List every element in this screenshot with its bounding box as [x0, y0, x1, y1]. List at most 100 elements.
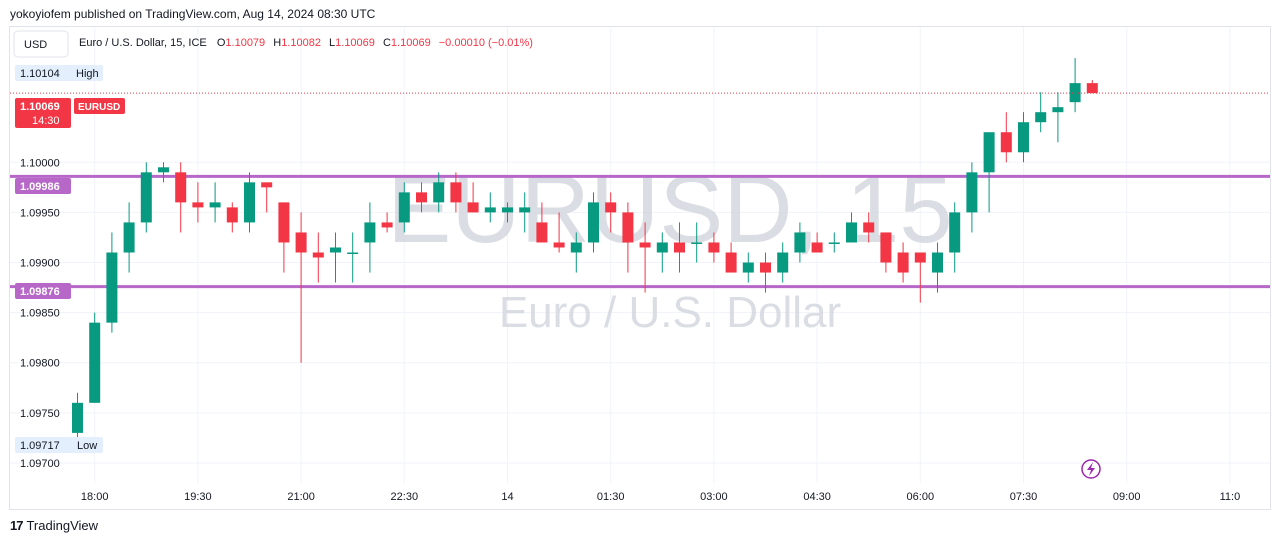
legend-o-label: O	[217, 37, 226, 49]
candle	[828, 232, 840, 253]
candle	[106, 232, 118, 333]
candle-body	[605, 202, 617, 213]
candle-body	[1035, 112, 1047, 123]
candle-body	[450, 182, 462, 203]
candle-body	[863, 222, 875, 233]
currency-label: USD	[24, 39, 47, 51]
candle	[261, 182, 273, 213]
candle-body	[966, 172, 978, 213]
candle	[1035, 92, 1047, 133]
y-tick-label: 1.09950	[20, 207, 60, 219]
candle-body	[502, 207, 513, 213]
candle-body	[140, 172, 152, 223]
candle	[312, 232, 324, 283]
footer-brand: TradingView	[26, 518, 99, 533]
high-tag: 1.10104 High	[15, 65, 103, 81]
y-tick-label: 1.09750	[20, 408, 60, 420]
legend-change: −0.00010 (−0.01%)	[439, 37, 533, 49]
published-caption: yokoyiofem published on TradingView.com,…	[10, 7, 376, 21]
candle-body	[72, 402, 83, 433]
candle	[1069, 58, 1081, 113]
candle	[226, 202, 238, 233]
candle-body	[381, 222, 393, 228]
candle-body	[725, 252, 737, 273]
candle-body	[622, 212, 634, 243]
candle-body	[226, 207, 238, 223]
candle	[725, 242, 737, 273]
candle	[123, 202, 135, 273]
candle-body	[1069, 83, 1081, 103]
candle-body	[312, 252, 324, 258]
candle-body	[209, 202, 221, 208]
x-tick-label: 21:00	[287, 491, 315, 503]
candle	[966, 162, 978, 233]
candle-body	[897, 252, 909, 273]
candle-body	[244, 182, 255, 223]
candle	[588, 192, 599, 253]
candle	[880, 232, 892, 273]
candle	[536, 202, 548, 243]
candle-body	[484, 207, 496, 213]
candle	[708, 232, 720, 263]
candle-body	[639, 242, 651, 248]
x-tick-label: 09:00	[1113, 491, 1141, 503]
candle-body	[364, 222, 376, 243]
candle	[192, 182, 204, 223]
candle	[656, 232, 668, 273]
candle	[914, 252, 926, 303]
candle-body	[588, 202, 599, 243]
candle	[983, 132, 995, 213]
watermark-ticker: EURUSD, 15	[387, 156, 953, 263]
candle	[502, 202, 513, 223]
candle	[863, 212, 875, 243]
upper-level-tag: 1.09986	[15, 178, 71, 194]
legend: USD Euro / U.S. Dollar, 15, ICE O1.10079…	[13, 30, 533, 58]
high-label: High	[76, 68, 99, 80]
candle-body	[914, 252, 926, 263]
lower-level-tag: 1.09876	[15, 283, 71, 299]
candle	[158, 162, 169, 183]
candle-body	[519, 207, 531, 213]
last-price-value: 1.10069	[20, 101, 60, 113]
candle-body	[828, 242, 840, 244]
candle	[777, 242, 789, 283]
candle	[742, 252, 754, 283]
legend-symbol: Euro / U.S. Dollar, 15, ICE	[79, 37, 207, 49]
chart-frame	[9, 26, 1271, 510]
candle-body	[347, 252, 359, 254]
last-symbol-label: EURUSD	[78, 102, 120, 113]
candle	[416, 182, 427, 213]
candle-body	[691, 242, 703, 244]
lightning-icon[interactable]	[1081, 459, 1101, 479]
candle	[1000, 112, 1012, 163]
candle	[175, 162, 187, 233]
x-tick-label: 06:00	[907, 491, 935, 503]
x-tick-label: 04:30	[803, 491, 831, 503]
x-tick-label: 03:00	[700, 491, 728, 503]
candle-body	[742, 262, 754, 273]
watermark: EURUSD, 15 Euro / U.S. Dollar	[387, 156, 953, 337]
candle-body	[949, 212, 961, 253]
candle-body	[708, 242, 720, 253]
candle	[639, 222, 651, 293]
x-tick-label: 14	[501, 491, 513, 503]
x-tick-label: 07:30	[1010, 491, 1038, 503]
currency-button[interactable]	[13, 30, 69, 58]
candle	[244, 172, 255, 233]
candle-body	[656, 242, 668, 253]
y-tick-label: 1.09800	[20, 358, 60, 370]
x-tick-label: 01:30	[597, 491, 625, 503]
candle-body	[467, 202, 479, 213]
lower-level-value: 1.09876	[20, 286, 60, 298]
candle	[811, 232, 823, 253]
candle-body	[295, 232, 307, 253]
y-tick-label: 1.09850	[20, 308, 60, 320]
y-tick-label: 1.09900	[20, 258, 60, 270]
candle-body	[794, 232, 806, 253]
legend-c-label: C	[383, 37, 391, 49]
candle-body	[398, 192, 410, 223]
legend-h-value: 1.10082	[281, 37, 321, 49]
footer: 17 TradingView	[10, 518, 98, 533]
candle-body	[106, 252, 118, 323]
